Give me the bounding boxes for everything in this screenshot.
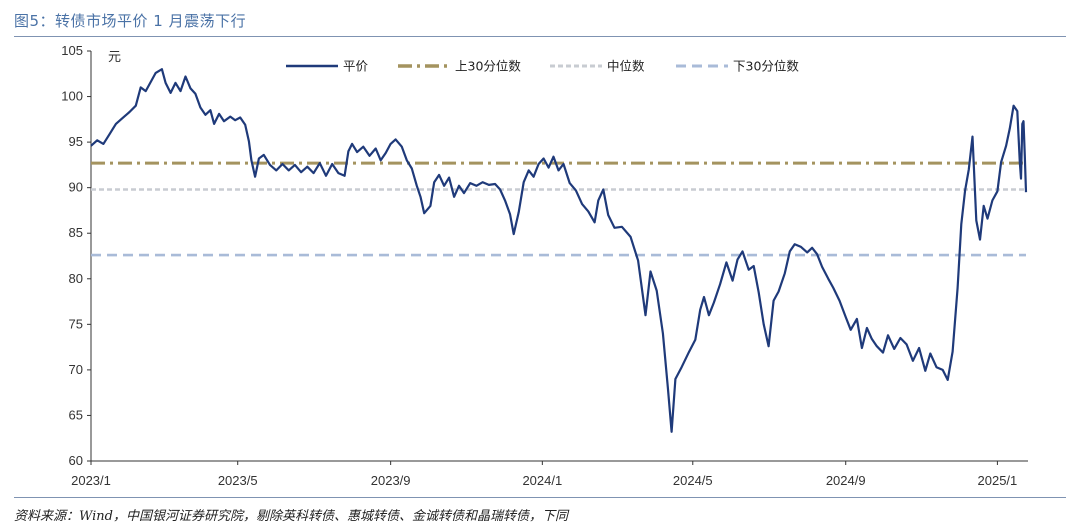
- figure-title: 图5：转债市场平价 1 月震荡下行: [14, 12, 247, 30]
- x-tick-label: 2024/1: [522, 473, 562, 488]
- bottom-rule: [14, 497, 1066, 498]
- y-tick-label: 60: [69, 453, 83, 468]
- x-tick-label: 2025/1: [978, 473, 1018, 488]
- y-tick-label: 100: [61, 89, 83, 104]
- y-tick-label: 85: [69, 225, 83, 240]
- y-tick-label: 70: [69, 362, 83, 377]
- legend-label-1: 上30分位数: [455, 59, 521, 74]
- y-tick-label: 105: [61, 43, 83, 58]
- x-tick-label: 2023/1: [71, 473, 111, 488]
- top-rule: [14, 36, 1066, 37]
- chart-axes: 60 65 70 75 80 85 90 95 100 105 元 2023/1 2023/5 2023/…: [61, 43, 1028, 488]
- y-tick-label: 95: [69, 134, 83, 149]
- y-axis-unit-label: 元: [108, 49, 121, 64]
- legend-label-2: 中位数: [607, 59, 645, 74]
- series-lines: [90, 68, 1028, 433]
- x-tick-label: 2023/9: [371, 473, 411, 488]
- legend: 平价 上30分位数 中位数 下30分位数: [286, 59, 799, 74]
- x-tick-label: 2024/5: [673, 473, 713, 488]
- y-tick-label: 75: [69, 316, 83, 331]
- x-tick-label: 2024/9: [826, 473, 866, 488]
- legend-label-0: 平价: [343, 59, 369, 74]
- y-tick-label: 80: [69, 271, 83, 286]
- reference-lines: [91, 161, 1026, 257]
- legend-label-3: 下30分位数: [733, 59, 799, 74]
- source-note: 资料来源：Wind，中国银河证券研究院，剔除英科转债、惠城转债、金诚转债和晶瑞转…: [14, 509, 568, 524]
- y-tick-label: 90: [69, 180, 83, 195]
- x-tick-label: 2023/5: [218, 473, 258, 488]
- series-line-0: [90, 68, 1028, 433]
- y-tick-label: 65: [69, 407, 83, 422]
